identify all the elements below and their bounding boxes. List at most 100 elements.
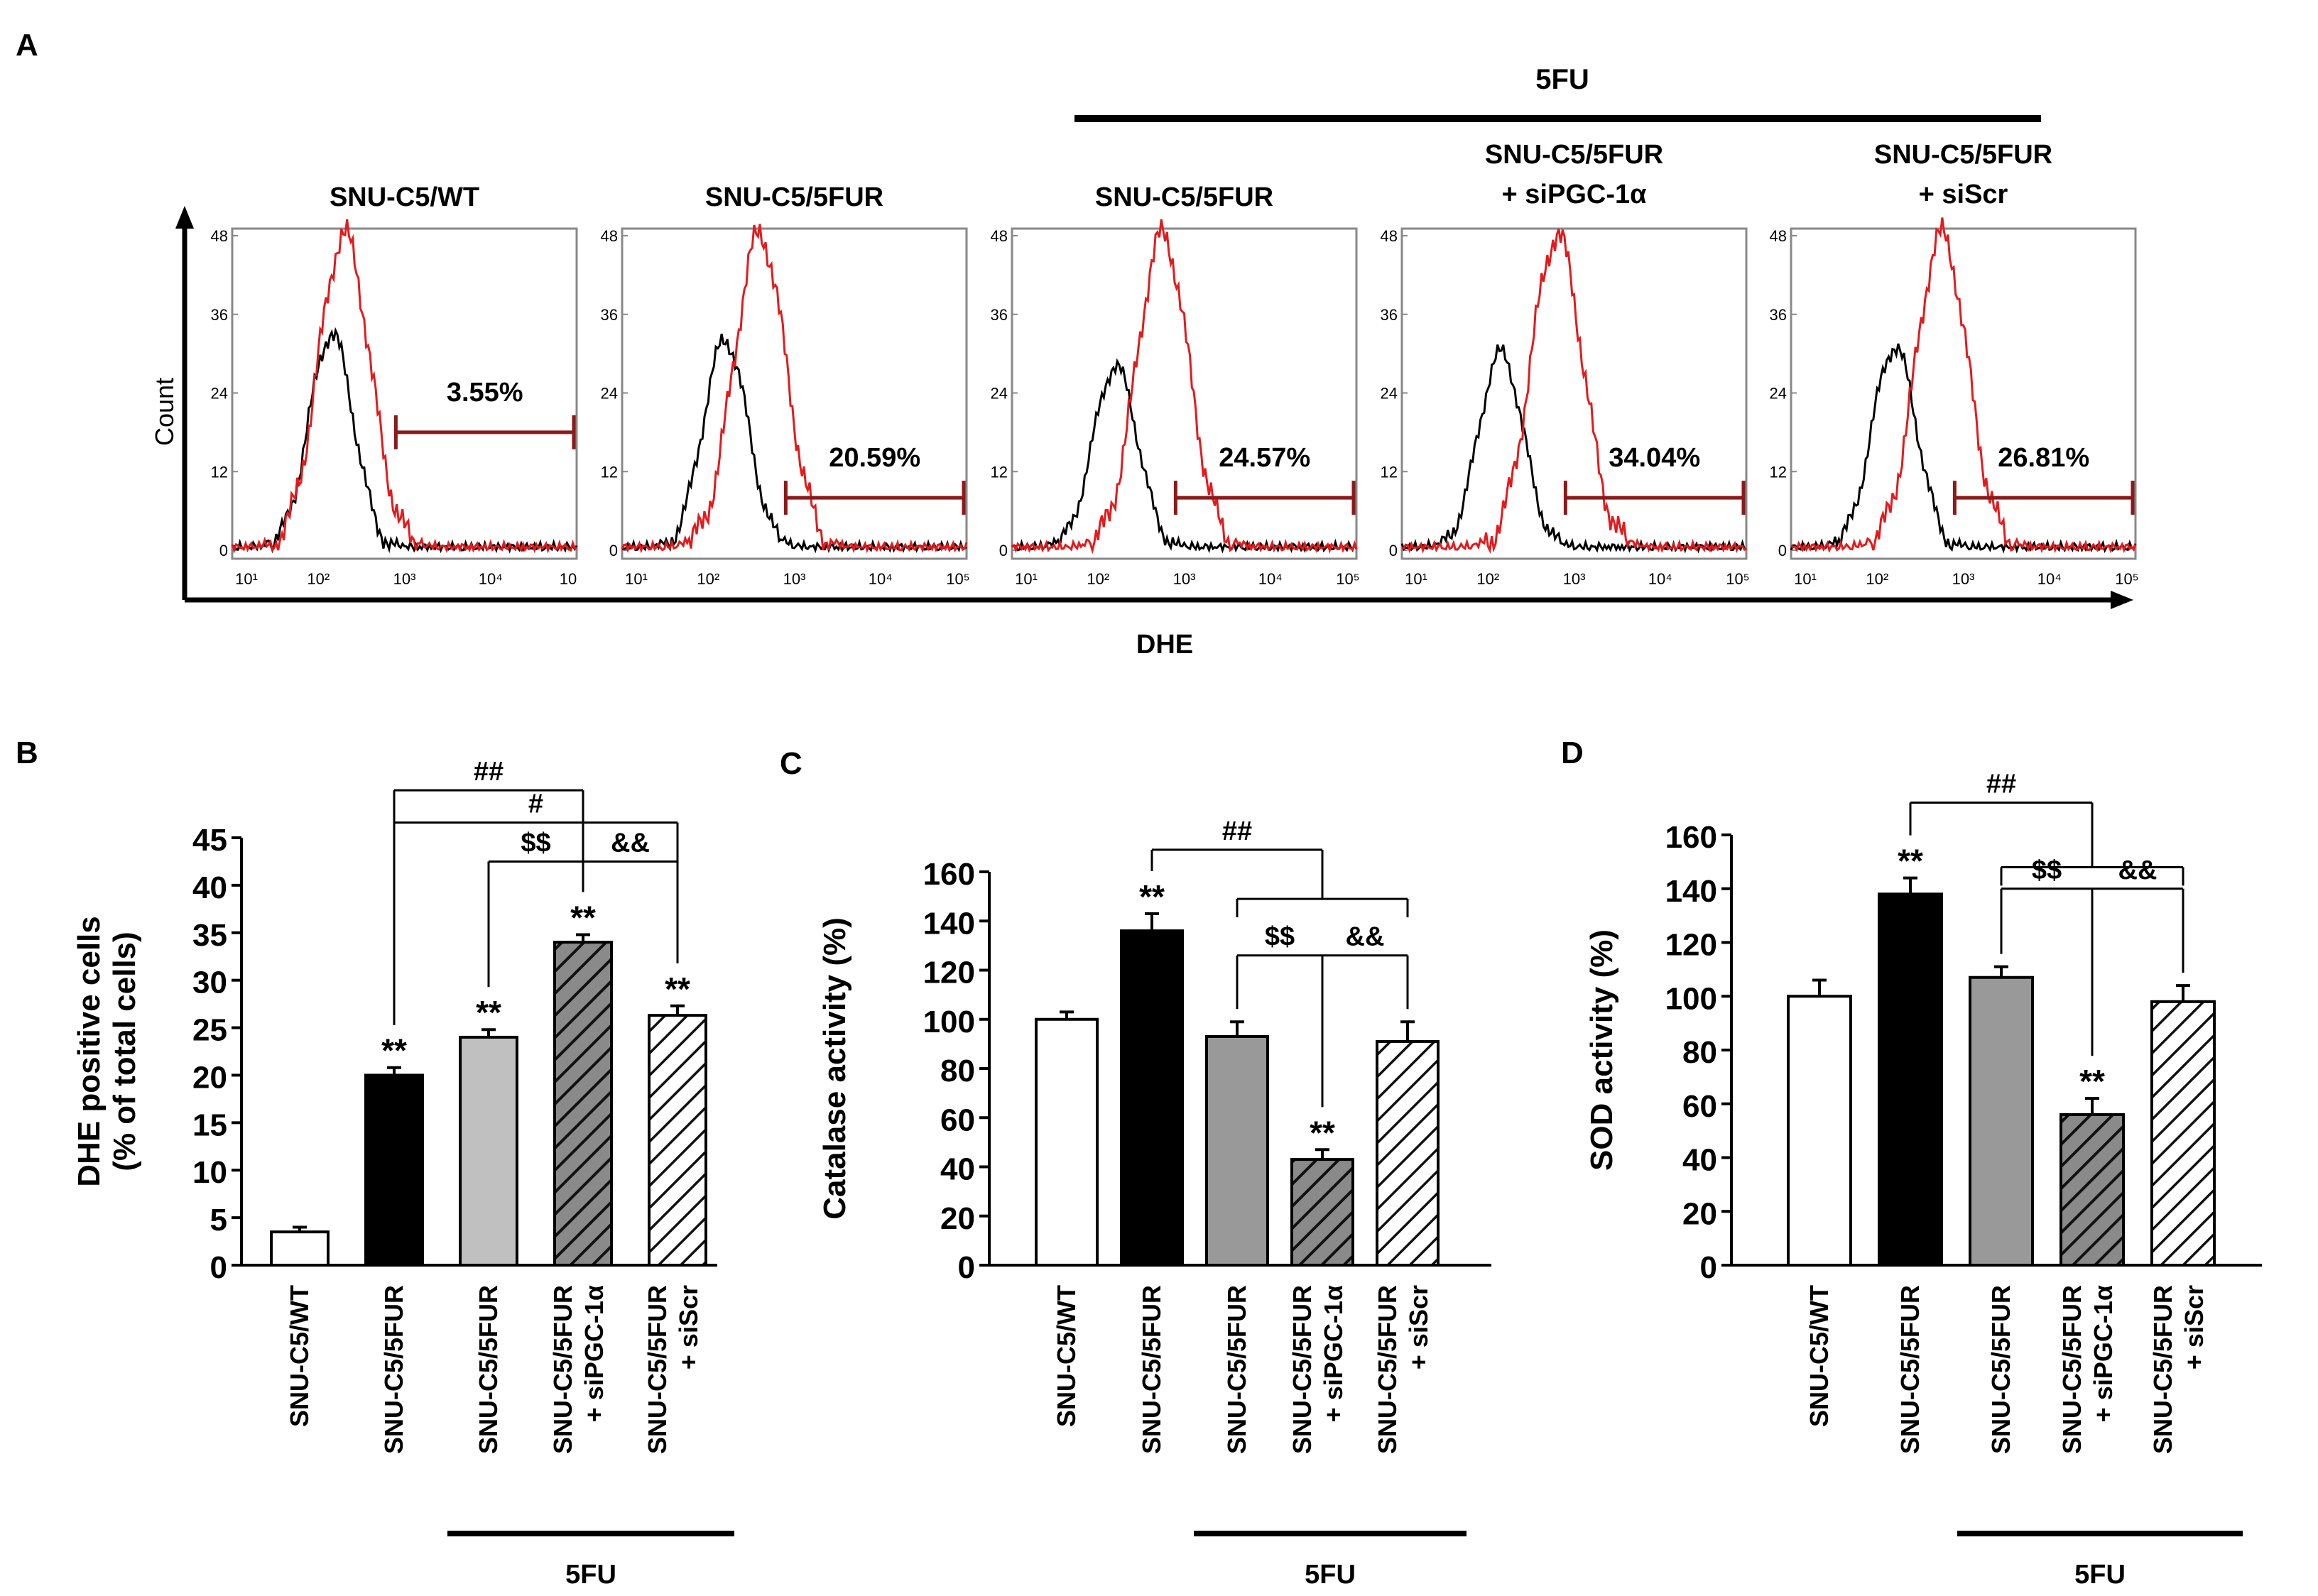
gate-percent-label: 34.04% bbox=[1609, 443, 1700, 473]
histogram-frame bbox=[1011, 227, 1358, 560]
bracket-label: && bbox=[611, 828, 650, 858]
histogram-frame bbox=[231, 227, 578, 560]
category-label: SNU-C5/5FUR bbox=[1373, 1285, 1402, 1454]
y-tick-label: 60 bbox=[940, 1103, 975, 1137]
bar bbox=[2150, 1000, 2216, 1267]
bar bbox=[553, 941, 613, 1267]
gate-percent-label: 3.55% bbox=[447, 378, 523, 408]
count-axis-arrowhead bbox=[175, 206, 194, 229]
dhe-axis-label: DHE bbox=[1136, 630, 1193, 660]
histogram-y-tick-label: 24 bbox=[991, 385, 1008, 403]
category-label: SNU-C5/WT bbox=[1805, 1285, 1834, 1427]
y-tick-label: 0 bbox=[210, 1250, 227, 1285]
significance-label: ** bbox=[1139, 878, 1165, 915]
histogram-y-tick-label: 48 bbox=[211, 227, 228, 245]
bar bbox=[1878, 892, 1943, 1267]
histogram-y-tick-label: 0 bbox=[219, 542, 228, 559]
category-label: SNU-C5/5FUR bbox=[1986, 1285, 2015, 1454]
y-axis-title: DHE positive cells(% of total cells) bbox=[72, 916, 142, 1186]
dhe-histogram-trace bbox=[621, 224, 968, 554]
y-tick-label: 140 bbox=[923, 906, 975, 941]
bar bbox=[1035, 1017, 1099, 1267]
treatment-label: 5FU bbox=[2074, 1560, 2126, 1590]
histogram-y-tick-label: 12 bbox=[211, 463, 228, 481]
category-label: + siPGC-1α bbox=[580, 1285, 609, 1422]
histogram-y-tick-label: 48 bbox=[601, 227, 618, 245]
category-label: SNU-C5/5FUR bbox=[1895, 1285, 1925, 1454]
histogram-y-tick-label: 12 bbox=[1381, 463, 1398, 481]
histogram-y-tick-label: 0 bbox=[1389, 542, 1398, 559]
panel-d-sod-bar-chart: D 0 20 40 60 80 100 120 140 160 SOD activity (%) SN… bbox=[1561, 736, 2262, 1590]
y-tick-label: 160 bbox=[1665, 820, 1717, 855]
histogram-title: SNU-C5/5FUR + siScr bbox=[1874, 140, 2052, 209]
panel-b-dhe-bar-chart: B 0 5 10 15 20 25 30 35 40 45 DHE positive cells(% … bbox=[16, 736, 734, 1590]
histogram-y-tick-label: 24 bbox=[211, 385, 228, 403]
bar bbox=[364, 1073, 424, 1267]
histogram-x-tick-label: 10¹ bbox=[625, 570, 648, 588]
significance-label: ** bbox=[381, 1032, 407, 1069]
y-tick-label: 30 bbox=[192, 966, 227, 1000]
gate-percent-label: 20.59% bbox=[829, 443, 920, 473]
y-axis-title: SOD activity (%) bbox=[1584, 929, 1619, 1171]
histogram-x-tick-label: 10² bbox=[1866, 570, 1888, 588]
y-tick-label: 120 bbox=[923, 956, 975, 990]
histogram-x-tick-label: 10² bbox=[697, 570, 719, 588]
histogram-x-tick-label: 10¹ bbox=[235, 570, 258, 588]
histogram-x-tick-label: 10⁴ bbox=[479, 570, 503, 588]
histogram-x-tick-label: 10⁴ bbox=[1648, 570, 1672, 588]
histogram-y-tick-label: 36 bbox=[601, 306, 618, 324]
histogram-y-tick-label: 12 bbox=[1770, 463, 1787, 481]
significance-label: ** bbox=[1310, 1114, 1335, 1151]
category-label: + siScr bbox=[1404, 1285, 1433, 1370]
significance-label: ** bbox=[2079, 1063, 2105, 1100]
bracket-label: ## bbox=[1986, 770, 2016, 799]
bracket-label: ## bbox=[1222, 816, 1252, 846]
histogram-y-tick-label: 36 bbox=[1381, 306, 1398, 324]
histogram-subplot: SNU-C5/WT 0 12 24 36 48 10¹ 10² 10³ 10⁴ 10 3.55% bbox=[211, 182, 578, 588]
gate-percent-label: 24.57% bbox=[1219, 443, 1310, 473]
dhe-histogram-trace bbox=[1011, 219, 1358, 554]
histogram-frame bbox=[1400, 227, 1748, 560]
histogram-y-tick-label: 48 bbox=[1381, 227, 1398, 245]
histogram-x-tick-label: 10⁵ bbox=[2115, 570, 2139, 588]
histogram-subplot: SNU-C5/5FUR + siScr 0 12 24 36 48 10¹ 10² 10³ 10⁴ 1… bbox=[1770, 140, 2139, 588]
significance-label: ** bbox=[1898, 843, 1923, 880]
y-tick-label: 80 bbox=[1682, 1035, 1717, 1070]
histogram-frame bbox=[1790, 227, 2137, 560]
category-label: SNU-C5/5FUR bbox=[1288, 1285, 1317, 1454]
bar bbox=[1787, 995, 1852, 1267]
histogram-y-tick-label: 12 bbox=[601, 463, 618, 481]
histogram-y-tick-label: 48 bbox=[1770, 227, 1787, 245]
histogram-y-tick-label: 36 bbox=[211, 306, 228, 324]
bar bbox=[459, 1035, 518, 1267]
y-axis-title: Catalase activity (%) bbox=[817, 917, 852, 1220]
y-tick-label: 15 bbox=[192, 1108, 227, 1142]
histogram-y-tick-label: 48 bbox=[991, 227, 1008, 245]
histogram-x-tick-label: 10³ bbox=[1563, 570, 1586, 588]
category-label: + siScr bbox=[2180, 1285, 2209, 1370]
category-label: SNU-C5/WT bbox=[1052, 1285, 1081, 1427]
panel-c-catalase-bar-chart: C 0 20 40 60 80 100 120 140 160 Catalase activity … bbox=[780, 746, 1491, 1590]
histogram-x-tick-label: 10⁵ bbox=[946, 570, 970, 588]
histogram-x-tick-label: 10² bbox=[1476, 570, 1499, 588]
y-tick-label: 45 bbox=[192, 823, 227, 858]
y-tick-label: 25 bbox=[192, 1013, 227, 1048]
histogram-y-tick-label: 0 bbox=[999, 542, 1008, 559]
histogram-x-tick-label: 10² bbox=[307, 570, 330, 588]
dhe-histogram-trace bbox=[1401, 228, 1747, 554]
bracket-label: $$ bbox=[521, 828, 550, 858]
y-tick-label: 35 bbox=[192, 918, 227, 953]
y-tick-label: 0 bbox=[958, 1250, 975, 1285]
histogram-x-tick-label: 10⁴ bbox=[869, 570, 893, 588]
y-tick-label: 60 bbox=[1682, 1089, 1717, 1124]
histogram-title: SNU-C5/5FUR bbox=[705, 182, 883, 212]
histogram-title: SNU-C5/WT bbox=[330, 182, 479, 212]
y-tick-label: 40 bbox=[940, 1152, 975, 1187]
significance-label: ** bbox=[665, 971, 690, 1007]
category-label: SNU-C5/5FUR bbox=[379, 1285, 408, 1454]
histogram-subplot: SNU-C5/5FUR 0 12 24 36 48 10¹ 10² 10³ 10⁴ 10⁵ 24.57… bbox=[991, 182, 1360, 588]
histogram-x-tick-label: 10² bbox=[1087, 570, 1109, 588]
gate-percent-label: 26.81% bbox=[1998, 443, 2089, 473]
histogram-x-tick-label: 10⁴ bbox=[1258, 570, 1283, 588]
